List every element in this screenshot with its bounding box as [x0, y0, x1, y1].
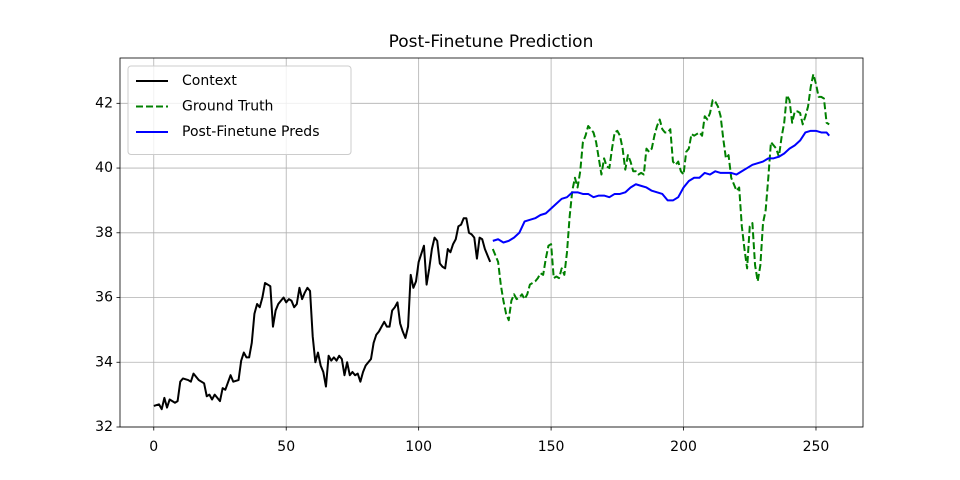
legend-label: Post-Finetune Preds — [182, 124, 320, 140]
axes-frame — [119, 57, 864, 428]
legend-box — [127, 65, 352, 155]
x-tick-label: 150 — [538, 439, 565, 455]
x-tick-label: 100 — [405, 439, 432, 455]
series-line — [153, 217, 492, 411]
x-tick-label: 0 — [149, 439, 158, 455]
legend-label: Ground Truth — [182, 99, 273, 115]
y-tick-label: 42 — [95, 95, 113, 111]
y-tick-label: 36 — [95, 290, 113, 306]
chart-title: Post-Finetune Prediction — [389, 32, 594, 52]
y-tick-label: 34 — [95, 354, 113, 370]
y-tick-label: 32 — [95, 419, 113, 435]
y-tick-label: 40 — [95, 160, 113, 176]
series-line — [492, 129, 831, 244]
y-tick-label: 38 — [95, 225, 113, 241]
series-line — [491, 73, 830, 322]
x-tick-label: 250 — [803, 439, 830, 455]
x-tick-label: 50 — [277, 439, 295, 455]
legend-label: Context — [182, 73, 237, 89]
x-tick-label: 200 — [670, 439, 697, 455]
